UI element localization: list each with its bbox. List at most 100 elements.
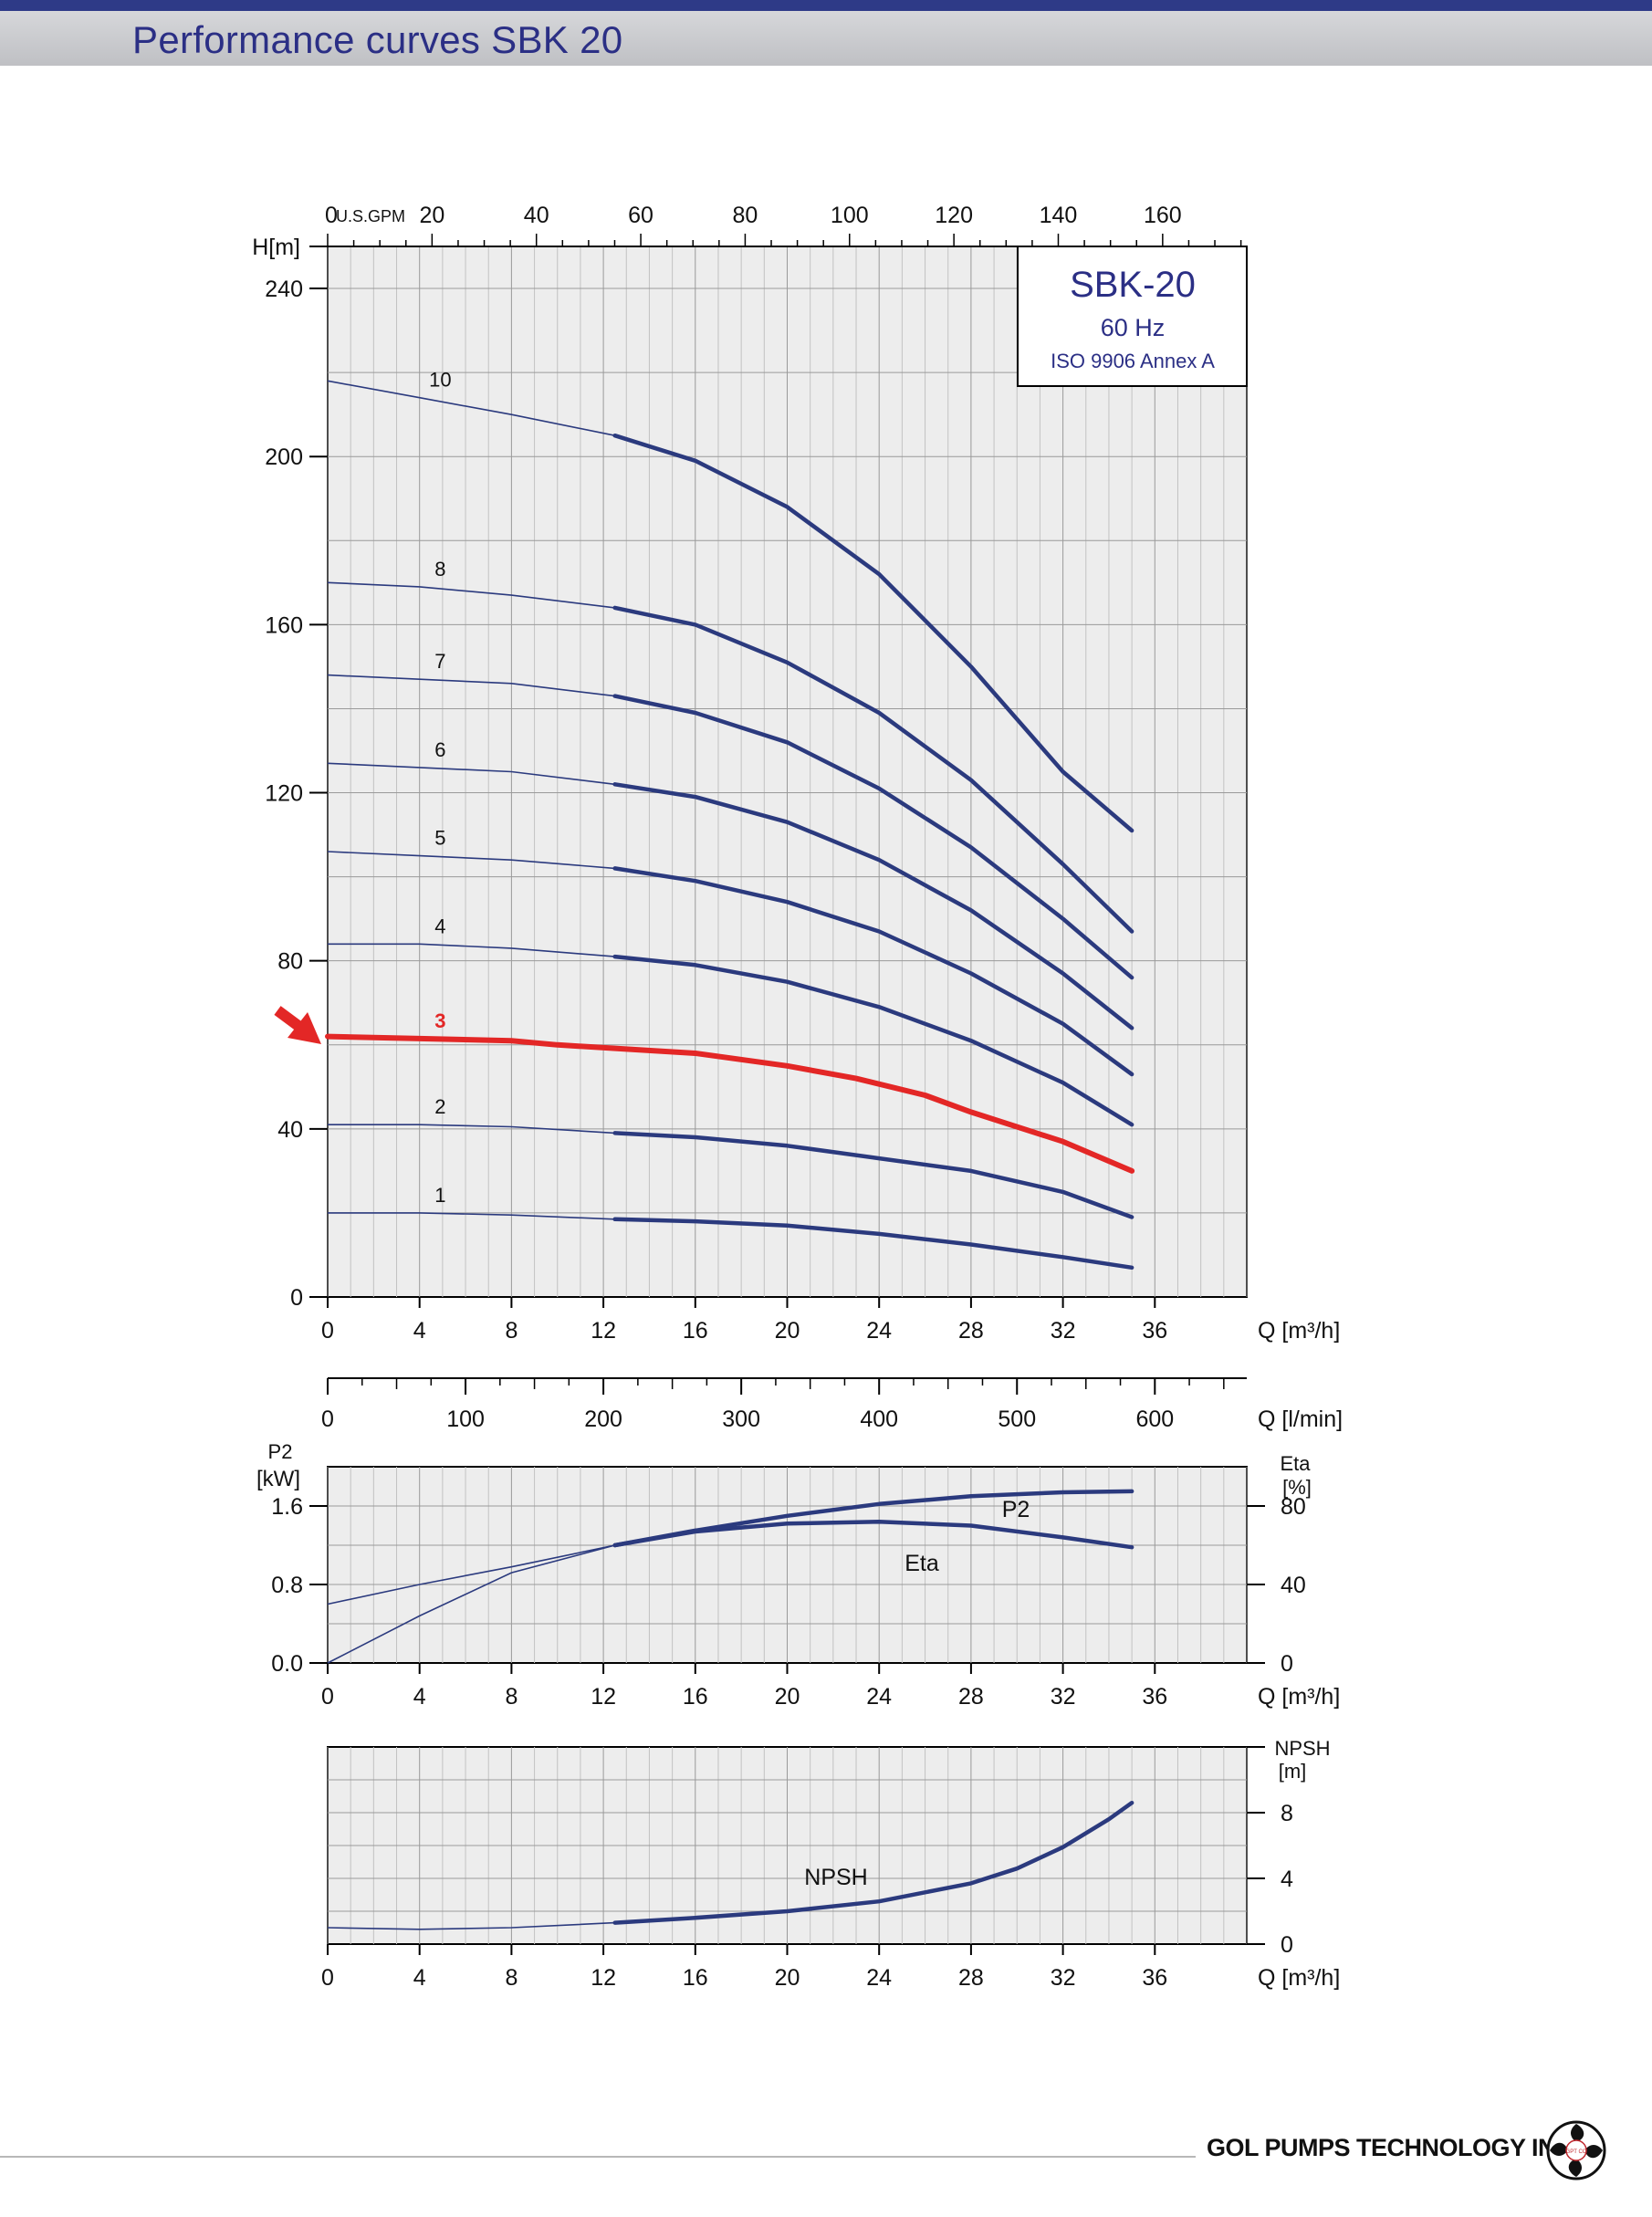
power-curves: P2 Eta xyxy=(327,1489,1134,1664)
curve-stage-2 xyxy=(612,1131,1134,1219)
company-name: GOL PUMPS TECHNOLOGY INC xyxy=(1207,2134,1574,2161)
curve-stage-1 xyxy=(612,1217,1134,1271)
curve-stage-10 xyxy=(612,433,1134,833)
x-tick-label: 4 xyxy=(413,1965,426,1991)
x-tick-label: 32 xyxy=(1051,1318,1076,1344)
x-tick-label: 20 xyxy=(775,1684,800,1710)
x-axis-title: Q [m³/h] xyxy=(1258,1684,1340,1710)
gpm-tick-label: 60 xyxy=(628,203,653,228)
lmin-axis-title: Q [l/min] xyxy=(1258,1407,1343,1432)
y2-tick-label: 40 xyxy=(1281,1573,1306,1598)
x-tick-label: 16 xyxy=(683,1965,708,1991)
x-tick-label: 32 xyxy=(1051,1965,1076,1991)
curve-stage-10-thin xyxy=(327,380,615,436)
eta-axis-unit: [%] xyxy=(1282,1476,1312,1499)
curve-label-1: 1 xyxy=(434,1184,445,1207)
header-accent-bar xyxy=(0,0,1652,11)
curve-stage-1-thin xyxy=(328,1212,615,1220)
lmin-tick-label: 400 xyxy=(860,1407,898,1432)
x-tick-label: 36 xyxy=(1142,1318,1167,1344)
curve-p2-thin xyxy=(327,1544,615,1605)
model-frequency: 60 Hz xyxy=(1101,314,1166,341)
curve-stage-5 xyxy=(612,866,1134,1077)
curve-stage-7-thin xyxy=(327,674,615,697)
y-tick-label: 120 xyxy=(265,781,303,807)
curve-label-4: 4 xyxy=(434,915,445,937)
npsh-axis-unit: [m] xyxy=(1279,1760,1307,1783)
x-tick-label: 28 xyxy=(958,1965,984,1991)
x-tick-label: 4 xyxy=(413,1684,426,1710)
page-title: Performance curves SBK 20 xyxy=(132,18,623,61)
x-axis-title: Q [m³/h] xyxy=(1258,1965,1340,1991)
gpm-tick-label: 20 xyxy=(419,203,444,228)
curve-stage-6-thin xyxy=(327,762,615,786)
x-tick-label: 28 xyxy=(958,1684,984,1710)
curve-stage-4 xyxy=(612,954,1134,1127)
curve-label-2: 2 xyxy=(434,1095,445,1118)
curve-label-6: 6 xyxy=(434,738,445,761)
highlight-arrow-icon xyxy=(274,1006,321,1044)
curve-stage-5-thin xyxy=(327,851,615,870)
x-tick-label: 0 xyxy=(321,1318,334,1344)
power-axis-title: P2 xyxy=(268,1440,293,1463)
x-tick-label: 24 xyxy=(866,1318,892,1344)
y2-tick-label: 8 xyxy=(1281,1801,1293,1826)
y2-tick-label: 0 xyxy=(1281,1932,1293,1958)
x-tick-label: 24 xyxy=(866,1965,892,1991)
y2-tick-label: 80 xyxy=(1281,1494,1306,1520)
x-tick-label: 32 xyxy=(1051,1684,1076,1710)
curve-stage-2-thin xyxy=(328,1124,615,1135)
y-tick-label: 200 xyxy=(265,444,303,470)
x-tick-label: 20 xyxy=(775,1965,800,1991)
curve-eta-thin xyxy=(327,1544,615,1664)
lmin-tick-label: 600 xyxy=(1135,1407,1174,1432)
x-tick-label: 16 xyxy=(683,1318,708,1344)
lmin-tick-label: 500 xyxy=(998,1407,1036,1432)
curve-stage-7 xyxy=(612,694,1134,980)
head-grid xyxy=(327,246,1248,1297)
x-tick-label: 8 xyxy=(505,1684,518,1710)
x-tick-label: 8 xyxy=(505,1318,518,1344)
curve-stage-6 xyxy=(612,782,1134,1030)
y-tick-label: 0.8 xyxy=(271,1573,303,1598)
eta-axis-title: Eta xyxy=(1280,1452,1311,1475)
npsh-grid xyxy=(327,1747,1248,1944)
y2-tick-label: 0 xyxy=(1281,1651,1293,1677)
header-band xyxy=(0,11,1652,66)
gpm-tick-label: 0 xyxy=(325,203,338,228)
head-curves xyxy=(325,380,1135,1271)
gpm-tick-label: 160 xyxy=(1144,203,1182,228)
x-tick-label: 8 xyxy=(505,1965,518,1991)
curve-label-10: 10 xyxy=(429,369,451,392)
y-tick-label: 80 xyxy=(277,949,303,975)
y-tick-label: 1.6 xyxy=(271,1494,303,1520)
footer-divider xyxy=(0,2156,1196,2158)
head-curve-labels: 10 8 7 6 5 4 3 2 1 xyxy=(429,369,451,1207)
y-axis-title: H[m] xyxy=(252,235,300,260)
lmin-tick-label: 0 xyxy=(321,1407,334,1432)
gpm-tick-label: 40 xyxy=(524,203,549,228)
curve-npsh-thin xyxy=(327,1921,615,1930)
power-axis-unit: [kW] xyxy=(256,1467,300,1491)
x-tick-label: 12 xyxy=(591,1318,616,1344)
x-tick-label: 12 xyxy=(591,1684,616,1710)
lmin-tick-label: 100 xyxy=(446,1407,485,1432)
x-tick-label: 24 xyxy=(866,1684,892,1710)
x-tick-label: 20 xyxy=(775,1318,800,1344)
curve-npsh xyxy=(612,1800,1134,1925)
model-box: SBK-20 60 Hz ISO 9906 Annex A xyxy=(1017,246,1248,387)
x-tick-label: 28 xyxy=(958,1318,984,1344)
company-logo-icon: GPT CO xyxy=(1546,2120,1606,2180)
x-axis-title: Q [m³/h] xyxy=(1258,1318,1340,1344)
x-tick-label: 12 xyxy=(591,1965,616,1991)
y-tick-label: 0.0 xyxy=(271,1651,303,1677)
y2-tick-label: 4 xyxy=(1281,1867,1293,1892)
y-tick-label: 0 xyxy=(290,1285,303,1311)
curve-stage-3 xyxy=(325,1033,1135,1174)
power-grid xyxy=(327,1467,1248,1663)
gpm-tick-label: 140 xyxy=(1040,203,1078,228)
